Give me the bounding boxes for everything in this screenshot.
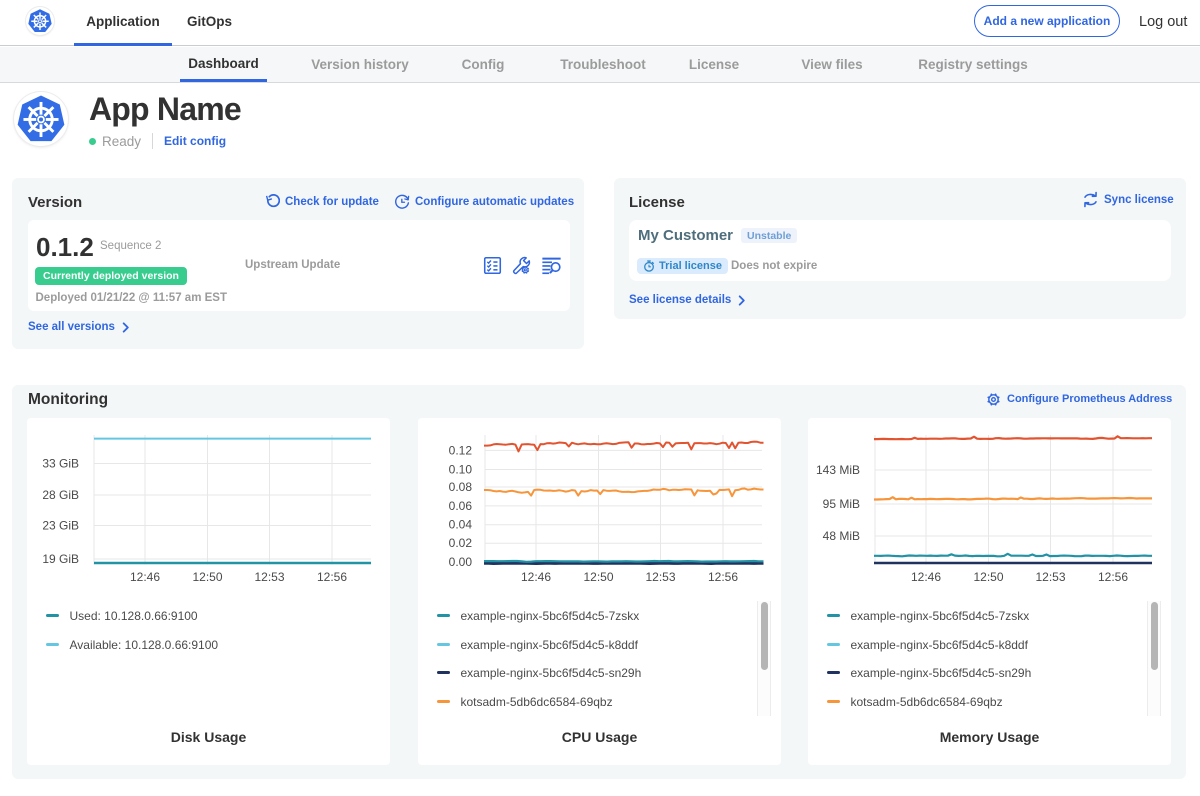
svg-text:12:46: 12:46 [911, 570, 941, 584]
svg-text:143 MiB: 143 MiB [816, 463, 860, 477]
svg-text:12:53: 12:53 [254, 570, 284, 584]
svg-text:0.02: 0.02 [449, 536, 473, 550]
svg-text:23 GiB: 23 GiB [42, 519, 79, 533]
svg-text:12:46: 12:46 [521, 570, 551, 584]
svg-text:12:56: 12:56 [1098, 570, 1128, 584]
svg-text:12:53: 12:53 [1035, 570, 1065, 584]
svg-text:95 MiB: 95 MiB [823, 497, 860, 511]
svg-text:0.06: 0.06 [449, 499, 473, 513]
svg-text:12:50: 12:50 [192, 570, 222, 584]
svg-text:0.04: 0.04 [449, 518, 473, 532]
svg-text:0.08: 0.08 [449, 480, 473, 494]
svg-text:48 MiB: 48 MiB [823, 529, 860, 543]
svg-text:0.12: 0.12 [449, 443, 473, 457]
svg-text:12:56: 12:56 [317, 570, 347, 584]
svg-text:12:50: 12:50 [583, 570, 613, 584]
svg-text:0.00: 0.00 [449, 555, 473, 569]
svg-text:28 GiB: 28 GiB [42, 488, 79, 502]
svg-text:19 GiB: 19 GiB [42, 552, 79, 566]
svg-text:0.10: 0.10 [449, 463, 473, 477]
svg-text:12:50: 12:50 [973, 570, 1003, 584]
svg-text:12:46: 12:46 [130, 570, 160, 584]
svg-text:12:53: 12:53 [645, 570, 675, 584]
svg-text:33 GiB: 33 GiB [42, 457, 79, 471]
svg-text:12:56: 12:56 [708, 570, 738, 584]
